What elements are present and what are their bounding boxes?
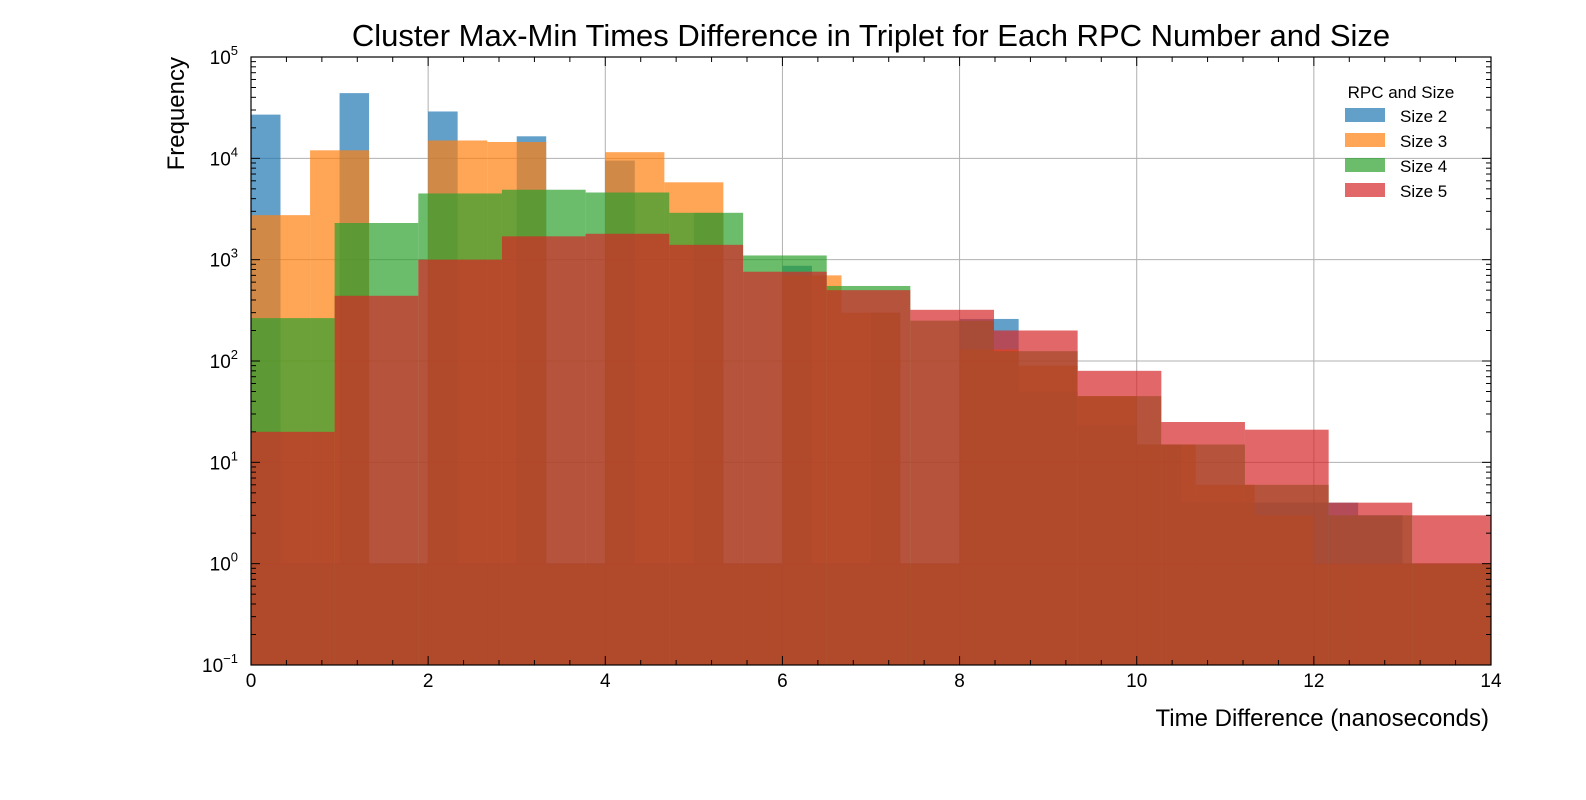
legend-label: Size 5 (1400, 182, 1447, 201)
histogram-bar (910, 309, 995, 665)
histogram-bar (1077, 370, 1162, 665)
legend-swatch (1345, 133, 1385, 147)
y-tick-label: 105 (210, 43, 238, 69)
histogram-bar (585, 233, 670, 665)
plot-frame (250, 56, 1492, 666)
x-tick-label: 4 (600, 671, 611, 692)
histogram-bar (1328, 502, 1413, 665)
histogram-bar (251, 431, 335, 665)
histogram-bar (994, 330, 1078, 665)
y-tick-label: 102 (210, 347, 238, 373)
legend-swatch (1345, 108, 1385, 122)
axis-ticks (250, 56, 1492, 666)
chart-title: Cluster Max-Min Times Difference in Trip… (352, 18, 1390, 53)
legend-items: Size 2 Size 3 Size 4 Size 5 (1345, 107, 1447, 201)
x-axis-label: Time Difference (nanoseconds) (1156, 705, 1490, 732)
histogram-bar (1244, 429, 1329, 665)
histogram-bars (251, 93, 1491, 666)
x-tick-label: 10 (1126, 671, 1147, 692)
x-tick-label: 2 (423, 671, 434, 692)
histogram-bar (1161, 422, 1245, 665)
series-5-bars (251, 233, 1491, 666)
legend-label: Size 2 (1400, 107, 1447, 126)
histogram-bar (669, 244, 744, 666)
y-tick-label: 103 (210, 246, 238, 272)
x-tick-label: 12 (1303, 671, 1324, 692)
x-tick-label: 14 (1480, 671, 1502, 692)
histogram-bar (334, 295, 419, 665)
legend-swatch (1345, 183, 1385, 197)
y-tick-label: 10−1 (202, 651, 238, 677)
y-axis-label: Frequency (163, 57, 190, 170)
x-tick-label: 8 (954, 671, 965, 692)
legend-label: Size 4 (1400, 157, 1447, 176)
histogram-bar (743, 271, 827, 665)
y-tick-label: 104 (210, 144, 238, 170)
x-tick-labels: 0 2 4 6 8 10 12 14 (246, 671, 1502, 692)
legend-swatch (1345, 158, 1385, 172)
x-tick-label: 0 (246, 671, 257, 692)
legend-label: Size 3 (1400, 132, 1447, 151)
histogram-bar (1412, 515, 1491, 665)
y-tick-label: 100 (210, 550, 238, 576)
histogram-bar (826, 290, 911, 665)
histogram-bar (501, 236, 586, 665)
y-tick-labels: 10−1 100 101 102 103 104 105 (202, 43, 238, 677)
histogram-bar (418, 259, 502, 665)
y-tick-label: 101 (210, 448, 238, 474)
legend: RPC and Size Size 2 Size 3 Size 4 Size 5 (1345, 83, 1454, 201)
legend-title: RPC and Size (1348, 83, 1455, 102)
x-tick-label: 6 (777, 671, 788, 692)
